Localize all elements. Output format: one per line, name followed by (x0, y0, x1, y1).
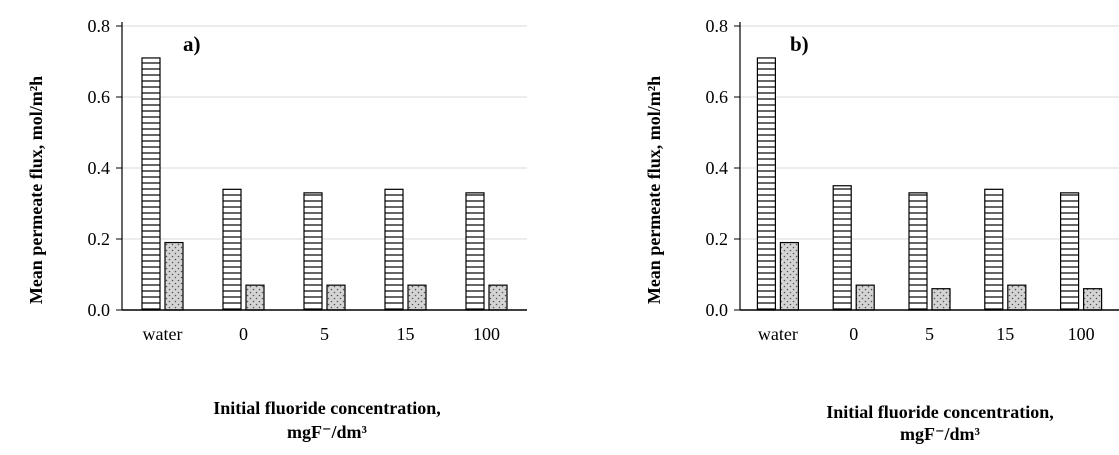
x-axis-label-line1: Initial fluoride concentration, (826, 402, 1054, 422)
bar (931, 288, 951, 311)
bar (465, 192, 485, 311)
y-axis-label: Mean permeate flux, mol/m²h (26, 76, 46, 304)
y-tick-label: 0.2 (706, 229, 729, 249)
y-tick-label: 0.4 (706, 158, 729, 178)
x-tick-label: 5 (320, 324, 329, 344)
x-axis-label-line2: mgF⁻/dm³ (287, 422, 367, 442)
bar (832, 185, 852, 311)
y-ticks: 0.0 0.2 0.4 0.6 0.8 (88, 16, 123, 320)
panel-label: b) (790, 32, 809, 56)
bars (756, 57, 1103, 311)
y-tick-label: 0.6 (706, 87, 729, 107)
x-axis-label-line1: Initial fluoride concentration, (213, 398, 441, 418)
y-tick-label: 0.8 (88, 16, 111, 36)
x-tick-label: 100 (1068, 324, 1095, 344)
y-tick-label: 0.0 (706, 300, 729, 320)
x-tick-label: 0 (239, 324, 248, 344)
panel-label: a) (183, 32, 201, 56)
bar (384, 188, 404, 311)
bar (1059, 192, 1080, 311)
x-axis-label-line2: mgF⁻/dm³ (900, 424, 980, 444)
bar (488, 284, 508, 311)
x-tick-label: 15 (397, 324, 415, 344)
bar (407, 284, 427, 311)
gridlines (740, 25, 1119, 240)
x-tick-label: 5 (925, 324, 934, 344)
x-ticks: water 0 5 15 100 (740, 309, 1119, 344)
y-tick-label: 0.0 (88, 300, 111, 320)
bar (984, 188, 1004, 311)
bar (779, 241, 800, 311)
bar (1007, 284, 1027, 311)
chart-panel-a: 0.0 0.2 0.4 0.6 0.8 water 0 5 15 100 a) Mean per… (26, 16, 527, 442)
y-tick-label: 0.8 (706, 16, 729, 36)
x-ticks: water 0 5 15 100 (122, 309, 527, 344)
y-tick-label: 0.4 (88, 158, 111, 178)
gridlines (122, 25, 527, 240)
bar (222, 188, 242, 311)
bar (164, 241, 184, 311)
x-tick-label: 100 (473, 324, 500, 344)
bar (141, 57, 161, 311)
chart-panel-b: 0.0 0.2 0.4 0.6 0.8 water 0 5 15 100 b) Mean per… (644, 16, 1119, 444)
y-tick-label: 0.6 (88, 87, 111, 107)
x-tick-label: water (758, 324, 798, 344)
bar (303, 192, 323, 311)
bar (855, 284, 875, 311)
bar (756, 57, 777, 311)
bars (141, 57, 508, 311)
x-tick-label: 0 (849, 324, 858, 344)
bar (908, 192, 928, 311)
y-axis-label: Mean permeate flux, mol/m²h (644, 76, 664, 304)
y-tick-label: 0.2 (88, 229, 111, 249)
bar (326, 284, 346, 311)
bar (1082, 288, 1103, 311)
x-tick-label: 15 (996, 324, 1014, 344)
x-tick-label: water (143, 324, 183, 344)
bar (245, 284, 265, 311)
y-ticks: 0.0 0.2 0.4 0.6 0.8 (706, 16, 741, 320)
